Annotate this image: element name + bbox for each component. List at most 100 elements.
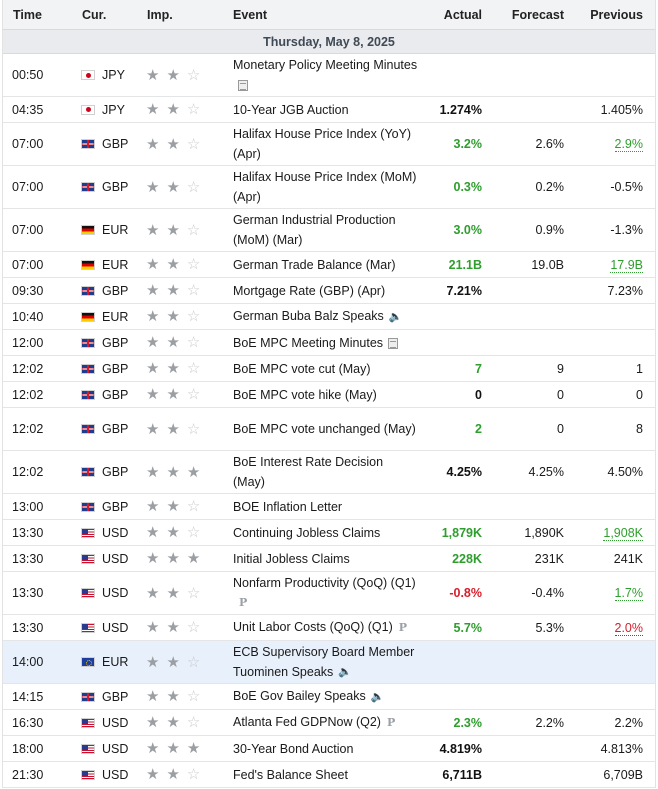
event-name-text[interactable]: Nonfarm Productivity (QoQ) (Q1) bbox=[233, 575, 416, 590]
event-name[interactable]: Halifax House Price Index (YoY) (Apr) bbox=[224, 124, 418, 164]
table-row[interactable]: 13:30 USD ★ ★ ★ Initial Jobless Claims 228K 231… bbox=[3, 546, 655, 572]
previous-value-text[interactable]: 1,908K bbox=[603, 525, 643, 541]
event-name-text[interactable]: German Trade Balance (Mar) bbox=[233, 257, 396, 272]
gb-flag-icon bbox=[81, 467, 95, 477]
event-name[interactable]: BoE MPC vote hike (May) bbox=[224, 385, 418, 405]
event-name-text[interactable]: Initial Jobless Claims bbox=[233, 551, 350, 566]
event-name[interactable]: German Buba Balz Speaks 🔈 bbox=[224, 306, 418, 327]
table-row[interactable]: 13:30 USD ★ ★ ☆ Nonfarm Productivity (QoQ) (Q… bbox=[3, 572, 655, 615]
event-name[interactable]: BoE Gov Bailey Speaks 🔈 bbox=[224, 686, 418, 707]
previous-value-text[interactable]: 2.9% bbox=[614, 137, 643, 152]
currency-code: GBP bbox=[102, 180, 129, 194]
table-row[interactable]: 13:00 GBP ★ ★ ☆ BOE Inflation Letter bbox=[3, 494, 655, 520]
previous-value: 1,908K bbox=[565, 525, 643, 541]
event-time: 18:00 bbox=[12, 741, 44, 756]
header-forecast[interactable]: Forecast bbox=[511, 7, 564, 22]
previous-value: 17.9B bbox=[565, 257, 643, 273]
event-name[interactable]: BoE MPC vote unchanged (May) bbox=[224, 419, 418, 439]
event-name-text[interactable]: BOE Inflation Letter bbox=[233, 499, 343, 514]
event-name-text[interactable]: BoE Gov Bailey Speaks bbox=[233, 689, 366, 704]
table-row[interactable]: 16:30 USD ★ ★ ☆ Atlanta Fed GDPNow (Q2) P 2.3% 2… bbox=[3, 710, 655, 736]
header-importance[interactable]: Imp. bbox=[147, 7, 173, 22]
event-name-text[interactable]: German Buba Balz Speaks bbox=[233, 309, 384, 324]
event-name[interactable]: Continuing Jobless Claims bbox=[224, 523, 418, 543]
table-row[interactable]: 13:30 USD ★ ★ ☆ Continuing Jobless Claims 1,87… bbox=[3, 520, 655, 546]
event-name[interactable]: 30-Year Bond Auction bbox=[224, 739, 418, 759]
header-previous[interactable]: Previous bbox=[590, 7, 643, 22]
event-name-text[interactable]: Continuing Jobless Claims bbox=[233, 525, 381, 540]
header-event[interactable]: Event bbox=[233, 7, 268, 22]
table-row[interactable]: 14:00 EUR ★ ★ ☆ ECB Supervisory Board Member … bbox=[3, 641, 655, 684]
table-row[interactable]: 04:35 JPY ★ ★ ☆ 10-Year JGB Auction 1.274% 1.40… bbox=[3, 97, 655, 123]
forecast-value: -0.4% bbox=[531, 586, 564, 600]
importance-stars: ★ ★ ☆ bbox=[135, 180, 224, 195]
table-row[interactable]: 09:30 GBP ★ ★ ☆ Mortgage Rate (GBP) (Apr) 7.21… bbox=[3, 278, 655, 304]
header-time[interactable]: Time bbox=[13, 7, 42, 22]
event-name-text[interactable]: Mortgage Rate (GBP) (Apr) bbox=[233, 283, 386, 298]
event-name[interactable]: Unit Labor Costs (QoQ) (Q1) P bbox=[224, 617, 418, 638]
table-row[interactable]: 12:02 GBP ★ ★ ☆ BoE MPC vote hike (May) 0 0 0 bbox=[3, 382, 655, 408]
importance-stars: ★ ★ ☆ bbox=[135, 422, 224, 437]
previous-value-text[interactable]: 1.7% bbox=[614, 586, 643, 601]
table-row[interactable]: 07:00 GBP ★ ★ ☆ Halifax House Price Index (Mo… bbox=[3, 166, 655, 209]
event-name[interactable]: Fed's Balance Sheet bbox=[224, 765, 418, 785]
previous-value: 7.23% bbox=[565, 284, 643, 298]
event-name[interactable]: BoE Interest Rate Decision (May) bbox=[224, 452, 418, 492]
event-name-text[interactable]: BoE MPC vote hike (May) bbox=[233, 387, 377, 402]
event-name[interactable]: ECB Supervisory Board Member Tuominen Sp… bbox=[224, 642, 418, 683]
event-name[interactable]: BoE MPC vote cut (May) bbox=[224, 359, 418, 379]
event-name-text[interactable]: BoE MPC Meeting Minutes bbox=[233, 335, 384, 350]
event-name[interactable]: Monetary Policy Meeting Minutes bbox=[224, 55, 418, 95]
event-name-text[interactable]: 30-Year Bond Auction bbox=[233, 741, 354, 756]
event-name[interactable]: 10-Year JGB Auction bbox=[224, 100, 418, 120]
star-filled-icon: ★ bbox=[166, 66, 180, 84]
event-name[interactable]: BoE MPC Meeting Minutes bbox=[224, 333, 418, 353]
previous-value-text[interactable]: 17.9B bbox=[610, 257, 643, 273]
gb-flag-icon bbox=[81, 285, 95, 296]
table-row[interactable]: 07:00 GBP ★ ★ ☆ Halifax House Price Index (Yo… bbox=[3, 123, 655, 166]
event-name-text[interactable]: ECB Supervisory Board Member Tuominen Sp… bbox=[233, 644, 415, 679]
event-name-text[interactable]: Unit Labor Costs (QoQ) (Q1) bbox=[233, 620, 393, 635]
event-name[interactable]: Mortgage Rate (GBP) (Apr) bbox=[224, 281, 418, 301]
table-row[interactable]: 21:30 USD ★ ★ ☆ Fed's Balance Sheet 6,711B 6,70… bbox=[3, 762, 655, 788]
event-name[interactable]: BOE Inflation Letter bbox=[224, 497, 418, 517]
event-name-text[interactable]: BoE MPC vote cut (May) bbox=[233, 361, 371, 376]
table-row[interactable]: 14:15 GBP ★ ★ ☆ BoE Gov Bailey Speaks 🔈 bbox=[3, 684, 655, 710]
event-currency: JPY bbox=[71, 103, 135, 117]
previous-value-text[interactable]: 2.0% bbox=[614, 620, 643, 636]
event-time: 07:00 bbox=[12, 180, 44, 194]
table-row[interactable]: 00:50 JPY ★ ★ ☆ Monetary Policy Meeting Minut… bbox=[3, 54, 655, 97]
event-name-text[interactable]: BoE MPC vote unchanged (May) bbox=[233, 422, 416, 436]
event-name-text[interactable]: Atlanta Fed GDPNow (Q2) bbox=[233, 715, 381, 730]
event-name-text[interactable]: Halifax House Price Index (MoM) (Apr) bbox=[233, 170, 417, 204]
star-filled-icon: ★ bbox=[146, 766, 160, 783]
forecast-value: 5.3% bbox=[535, 620, 565, 635]
event-name-text[interactable]: Halifax House Price Index (YoY) (Apr) bbox=[233, 127, 412, 161]
table-row[interactable]: 12:00 GBP ★ ★ ☆ BoE MPC Meeting Minutes bbox=[3, 330, 655, 356]
table-row[interactable]: 10:40 EUR ★ ★ ☆ German Buba Balz Speaks 🔈 bbox=[3, 304, 655, 330]
star-filled-icon: ★ bbox=[186, 463, 201, 481]
table-row[interactable]: 12:02 GBP ★ ★ ☆ BoE MPC vote unchanged (May) 2… bbox=[3, 408, 655, 451]
event-name-text[interactable]: Fed's Balance Sheet bbox=[233, 767, 348, 782]
table-row[interactable]: 13:30 USD ★ ★ ☆ Unit Labor Costs (QoQ) (Q1) P 5… bbox=[3, 615, 655, 641]
event-name-text[interactable]: BoE Interest Rate Decision (May) bbox=[233, 455, 384, 489]
table-row[interactable]: 12:02 GBP ★ ★ ☆ BoE MPC vote cut (May) 7 9 1 bbox=[3, 356, 655, 382]
event-name-text[interactable]: Monetary Policy Meeting Minutes bbox=[233, 58, 418, 72]
event-name[interactable]: Initial Jobless Claims bbox=[224, 549, 418, 569]
table-row[interactable]: 12:02 GBP ★ ★ ★ BoE Interest Rate Decision (M… bbox=[3, 451, 655, 494]
table-row[interactable]: 07:00 EUR ★ ★ ☆ German Industrial Production … bbox=[3, 209, 655, 252]
header-currency[interactable]: Cur. bbox=[82, 7, 107, 22]
header-actual[interactable]: Actual bbox=[443, 7, 482, 22]
event-name-text[interactable]: 10-Year JGB Auction bbox=[233, 102, 349, 117]
event-name[interactable]: German Industrial Production (MoM) (Mar) bbox=[224, 210, 418, 250]
event-name-text[interactable]: German Industrial Production (MoM) (Mar) bbox=[233, 213, 396, 247]
table-row[interactable]: 18:00 USD ★ ★ ★ 30-Year Bond Auction 4.819% 4.8… bbox=[3, 736, 655, 762]
star-filled-icon: ★ bbox=[146, 386, 160, 403]
event-name[interactable]: Nonfarm Productivity (QoQ) (Q1) P bbox=[224, 573, 418, 614]
previous-value: 241K bbox=[565, 552, 643, 566]
table-row[interactable]: 07:00 EUR ★ ★ ☆ German Trade Balance (Mar) 21.… bbox=[3, 252, 655, 278]
event-name[interactable]: Atlanta Fed GDPNow (Q2) P bbox=[224, 712, 418, 733]
event-name[interactable]: Halifax House Price Index (MoM) (Apr) bbox=[224, 167, 418, 207]
actual-value: 3.2% bbox=[418, 137, 483, 151]
event-name[interactable]: German Trade Balance (Mar) bbox=[224, 255, 418, 275]
